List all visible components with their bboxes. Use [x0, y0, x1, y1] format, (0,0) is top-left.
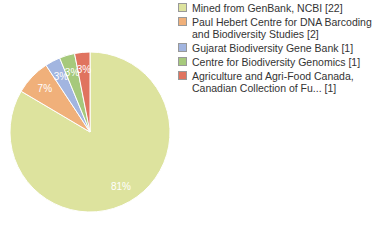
- svg-text:3%: 3%: [64, 66, 80, 78]
- html-text:Gujarat Biodiversity Gene Bank: Gujarat Biodiversity Gene Bank [1]: [192, 42, 354, 54]
- svg-text:3%: 3%: [77, 64, 92, 75]
- html-text:Agriculture and Agri-Food Cana: Agriculture and Agri-Food Canada, Canadi…: [192, 70, 354, 94]
- html-text:Paul Hebert Centre for DNA Bar: Paul Hebert Centre for DNA Barcoding and…: [192, 16, 372, 40]
- html-text:Centre for Biodiversity Genomi: Centre for Biodiversity Genomics [1]: [192, 56, 361, 68]
- html-text:Mined from GenBank, NCBI [22]: Mined from GenBank, NCBI [22]: [192, 2, 343, 14]
- svg-text:81%: 81%: [111, 181, 131, 192]
- svg-text:3%: 3%: [53, 71, 69, 83]
- svg-text:7%: 7%: [38, 83, 53, 94]
